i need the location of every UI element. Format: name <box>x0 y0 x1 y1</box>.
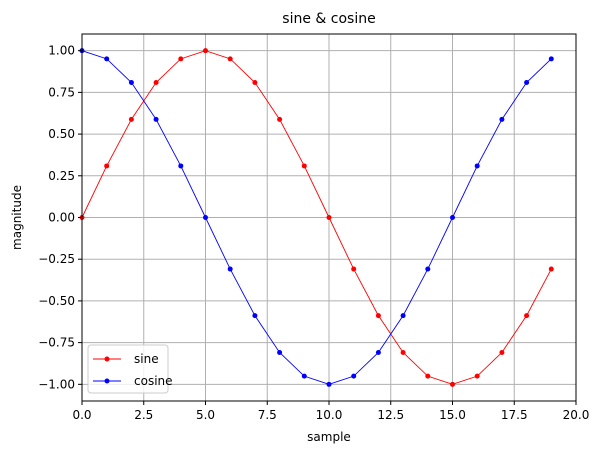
legend: sine cosine <box>87 344 173 394</box>
cosine-data-point <box>524 80 530 86</box>
x-tick-label: 2.5 <box>134 408 153 422</box>
cosine-data-point <box>499 116 505 122</box>
sine-data-point <box>351 266 357 272</box>
sine-data-point <box>227 56 233 62</box>
y-tick-label: 1.00 <box>48 44 75 58</box>
y-tick-label: 0.50 <box>48 127 75 141</box>
sine-data-point <box>524 313 530 319</box>
sine-data-point <box>425 373 431 379</box>
y-axis-title: magnitude <box>10 185 24 250</box>
cosine-data-point <box>548 56 554 62</box>
legend-sine-label: sine <box>134 352 159 366</box>
cosine-data-point <box>301 373 307 379</box>
sine-data-point <box>178 56 184 62</box>
cosine-data-point <box>450 215 455 220</box>
series-layer <box>79 48 554 387</box>
legend-sine-marker <box>104 356 110 362</box>
cosine-data-point <box>375 349 381 355</box>
sine-data-point <box>252 80 258 86</box>
cosine-data-point <box>128 80 134 86</box>
x-tick-label: 7.5 <box>258 408 277 422</box>
y-tick-label: −0.25 <box>38 252 75 266</box>
y-tick-label: −0.50 <box>38 294 75 308</box>
sine-data-point <box>474 373 480 379</box>
x-tick-label: 15.0 <box>439 408 466 422</box>
sine-data-point <box>375 313 381 319</box>
sine-data-point <box>326 215 332 220</box>
sine-data-point <box>277 116 283 122</box>
cosine-data-point <box>474 163 480 169</box>
cosine-data-point <box>178 163 184 169</box>
cosine-data-point <box>104 56 110 62</box>
cosine-data-point <box>153 116 159 122</box>
sine-data-point <box>203 48 208 54</box>
chart-title: sine & cosine <box>282 11 375 27</box>
cosine-data-point <box>326 381 332 387</box>
cosine-series-line <box>81 50 552 385</box>
x-tick-label: 12.5 <box>377 408 404 422</box>
y-tick-label: 0.75 <box>48 85 75 99</box>
legend-cosine-label: cosine <box>134 374 173 388</box>
sine-data-point <box>450 381 455 387</box>
cosine-data-point <box>351 373 357 379</box>
y-tick-label: −1.00 <box>38 377 75 391</box>
x-tick-label: 0.0 <box>72 408 91 422</box>
axis-ticks: 0.0 2.5 5.0 7.5 10.0 12.5 15.0 17.5 20.0 1.00 0.75… <box>38 44 589 422</box>
x-axis-title: sample <box>307 430 351 444</box>
sine-data-point <box>400 349 406 355</box>
sine-data-point <box>301 163 307 169</box>
x-tick-label: 10.0 <box>316 408 343 422</box>
y-tick-label: −0.75 <box>38 336 75 350</box>
sine-data-point <box>499 349 505 355</box>
x-tick-label: 20.0 <box>563 408 590 422</box>
sine-data-point <box>104 163 110 169</box>
y-tick-label: 0.00 <box>48 211 75 225</box>
cosine-data-point <box>425 266 431 272</box>
legend-cosine-marker <box>104 378 110 384</box>
cosine-data-point <box>277 349 283 355</box>
sine-data-point <box>128 116 134 122</box>
cosine-data-point <box>203 215 208 220</box>
cosine-data-point <box>227 266 233 272</box>
sine-data-point <box>548 266 554 272</box>
sine-series-line <box>81 50 552 385</box>
x-tick-label: 5.0 <box>196 408 215 422</box>
cosine-data-point <box>400 313 406 319</box>
cosine-data-point <box>252 313 258 319</box>
x-tick-label: 17.5 <box>501 408 528 422</box>
y-tick-label: 0.25 <box>48 169 75 183</box>
sine-data-point <box>153 80 159 86</box>
